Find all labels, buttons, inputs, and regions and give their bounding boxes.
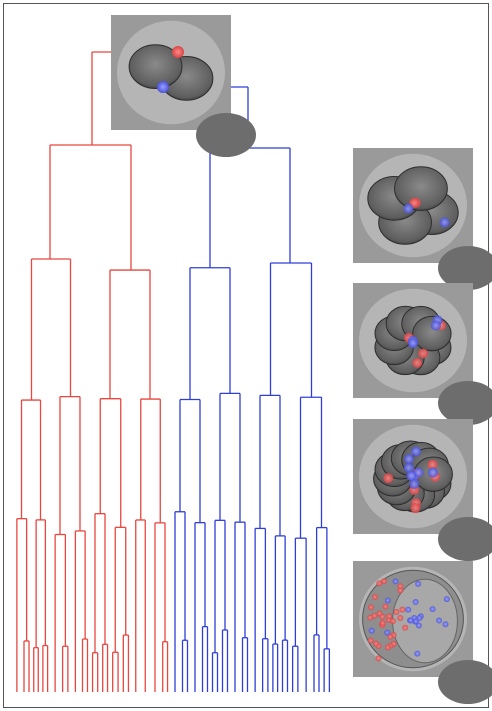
embryo-images (111, 15, 492, 704)
nucleus (376, 655, 382, 661)
nucleus (372, 594, 378, 600)
nucleus (404, 454, 414, 464)
nucleus (413, 599, 419, 605)
nucleus (406, 471, 416, 481)
cell (413, 316, 451, 351)
nucleus (393, 578, 399, 584)
nucleus (444, 596, 450, 602)
neighbor (196, 113, 256, 157)
embryo-image (353, 561, 492, 704)
nucleus (410, 503, 420, 513)
nucleus (408, 338, 418, 348)
nucleus (397, 615, 403, 621)
figure (0, 0, 492, 711)
nucleus (390, 618, 396, 624)
nucleus (428, 468, 438, 478)
nucleus (384, 630, 390, 636)
nucleus (385, 597, 391, 603)
embryo-image (353, 283, 492, 425)
nucleus (412, 358, 422, 368)
nucleus (414, 651, 420, 657)
lineage-tree (17, 52, 330, 692)
page: (() => { const svg = document.getElement… (0, 0, 492, 711)
nucleus (383, 604, 389, 610)
nucleus (443, 621, 449, 627)
nucleus (431, 320, 441, 330)
nucleus (369, 628, 375, 634)
nucleus (440, 217, 450, 227)
nucleus (368, 604, 374, 610)
nucleus (380, 620, 386, 626)
nucleus (367, 615, 373, 621)
nucleus (416, 623, 422, 629)
nucleus (391, 641, 397, 647)
nucleus (157, 81, 169, 93)
nucleus (416, 615, 422, 621)
nucleus (368, 638, 374, 644)
nucleus (436, 618, 442, 624)
nucleus (397, 587, 403, 593)
nucleus (408, 617, 414, 623)
cell (395, 167, 448, 211)
nucleus (402, 625, 408, 631)
nucleus (393, 609, 399, 615)
nucleus (415, 581, 421, 587)
nucleus (385, 644, 391, 650)
embryo-image (353, 148, 492, 290)
nucleus (403, 204, 413, 214)
nucleus (430, 606, 436, 612)
nucleus (411, 446, 421, 456)
nucleus (172, 46, 184, 58)
nucleus (386, 613, 392, 619)
nucleus (381, 578, 387, 584)
nucleus (383, 473, 393, 483)
nucleus (373, 641, 379, 647)
embryo-image (111, 15, 256, 157)
nucleus (418, 348, 428, 358)
nucleus (379, 614, 385, 620)
embryo-image (353, 419, 492, 561)
nucleus (399, 607, 405, 613)
nucleus (405, 607, 411, 613)
